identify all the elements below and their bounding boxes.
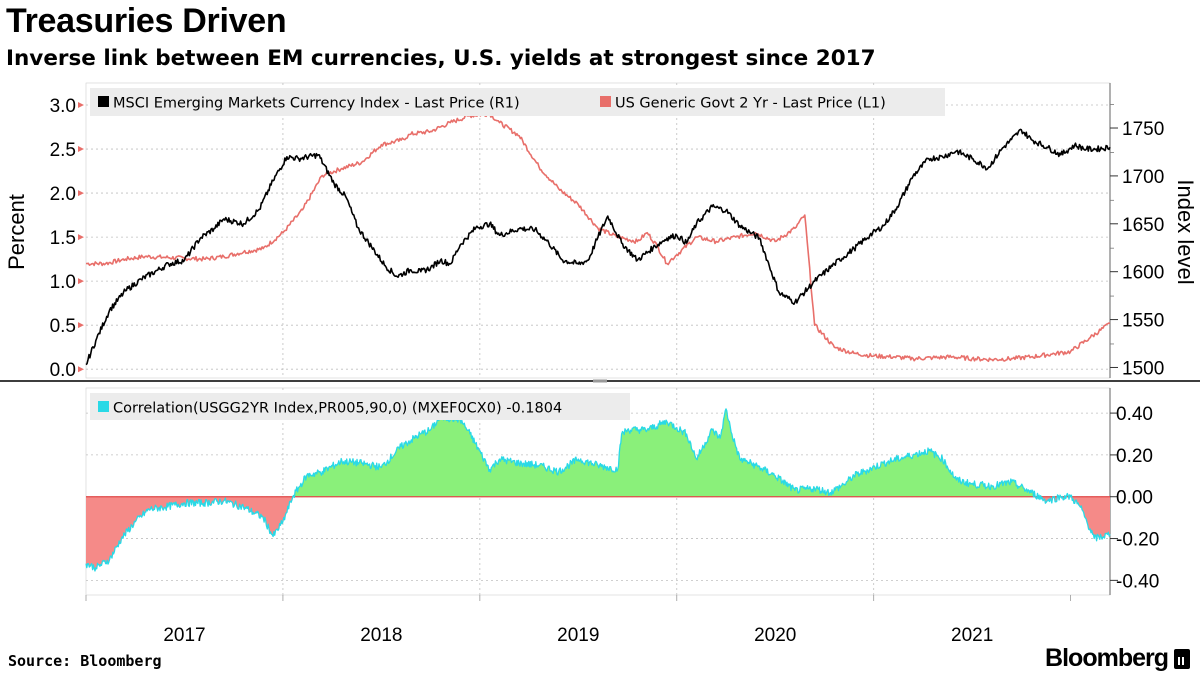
right-tick-label: 1600 (1122, 263, 1164, 284)
left-tick-marker (78, 366, 84, 373)
corr-tick-label: 0.40 (1116, 404, 1153, 425)
x-tick-label: 2018 (360, 625, 402, 646)
corr-tick-label: -0.20 (1116, 530, 1159, 551)
x-axis: 2017 2018 2019 2020 2021 (85, 595, 1072, 646)
corr-tick-label: -0.40 (1116, 571, 1159, 592)
left-tick-label: 0.0 (50, 360, 76, 381)
right-axis: 1500 1550 1600 1650 1700 1750 (1109, 83, 1164, 379)
top-legend: MSCI Emerging Markets Currency Index - L… (90, 88, 945, 116)
chart-title: Treasuries Driven (6, 2, 287, 40)
yield-line (85, 112, 1111, 363)
left-tick-marker (78, 190, 84, 197)
legend-label-correlation: Correlation(USGG2YR Index,PR005,90,0) (M… (113, 401, 562, 417)
top-series (85, 112, 1111, 366)
x-tick-label: 2021 (951, 625, 993, 646)
brand-name: Bloomberg (1045, 644, 1169, 672)
left-tick-marker (78, 278, 84, 285)
correlation-positive-area (86, 408, 1110, 497)
left-tick-label: 3.0 (50, 96, 76, 117)
correlation-axis: 0.40 0.20 0.00 -0.20 -0.40 (1109, 388, 1159, 595)
bottom-panel: 0.40 0.20 0.00 -0.20 -0.40 Correlation(USGG2… (85, 387, 1159, 596)
left-tick-label: 2.0 (50, 184, 76, 205)
left-tick-label: 1.5 (50, 228, 76, 249)
legend-label-yield: US Generic Govt 2 Yr - Last Price (L1) (615, 96, 886, 112)
right-axis-label: Index level (1173, 179, 1198, 284)
x-tick-label: 2017 (163, 625, 205, 646)
top-panel: 0.0 0.5 1.0 1.5 2.0 2.5 3.0 1500 1550 1600 1650 17… (4, 82, 1198, 381)
right-tick-label: 1550 (1122, 311, 1164, 332)
left-tick-label: 1.0 (50, 272, 76, 293)
corr-tick-label: 0.00 (1116, 488, 1153, 509)
left-tick-marker (78, 234, 84, 241)
correlation-series (85, 408, 1111, 572)
top-gridlines (86, 83, 1110, 378)
legend-swatch-correlation (98, 401, 109, 412)
legend-swatch-yield (600, 96, 611, 107)
legend-swatch-msci (98, 96, 109, 107)
right-tick-label: 1750 (1122, 119, 1164, 140)
bottom-legend: Correlation(USGG2YR Index,PR005,90,0) (M… (90, 393, 630, 420)
left-tick-marker (78, 102, 84, 109)
top-panel-frame (85, 82, 1111, 379)
x-tick-label: 2020 (754, 625, 796, 646)
left-tick-label: 0.5 (50, 316, 76, 337)
legend-background (90, 393, 630, 420)
chart-subtitle: Inverse link between EM currencies, U.S.… (6, 46, 876, 71)
correlation-line (85, 408, 1111, 572)
right-tick-label: 1650 (1122, 215, 1164, 236)
msci-line (85, 128, 1111, 366)
legend-background (90, 88, 945, 116)
left-tick-marker (78, 322, 84, 329)
bloomberg-terminal-icon (1174, 648, 1190, 669)
bloomberg-logo: Bloomberg (1045, 644, 1190, 673)
left-axis-label: Percent (4, 194, 29, 270)
corr-tick-label: 0.20 (1116, 446, 1153, 467)
left-axis: 0.0 0.5 1.0 1.5 2.0 2.5 3.0 (50, 96, 84, 381)
left-tick-marker (78, 146, 84, 153)
legend-label-msci: MSCI Emerging Markets Currency Index - L… (113, 96, 520, 112)
left-tick-label: 2.5 (50, 140, 76, 161)
right-tick-label: 1700 (1122, 167, 1164, 188)
x-tick-label: 2019 (557, 625, 599, 646)
right-tick-label: 1500 (1122, 358, 1164, 379)
source-note: Source: Bloomberg (8, 652, 162, 670)
